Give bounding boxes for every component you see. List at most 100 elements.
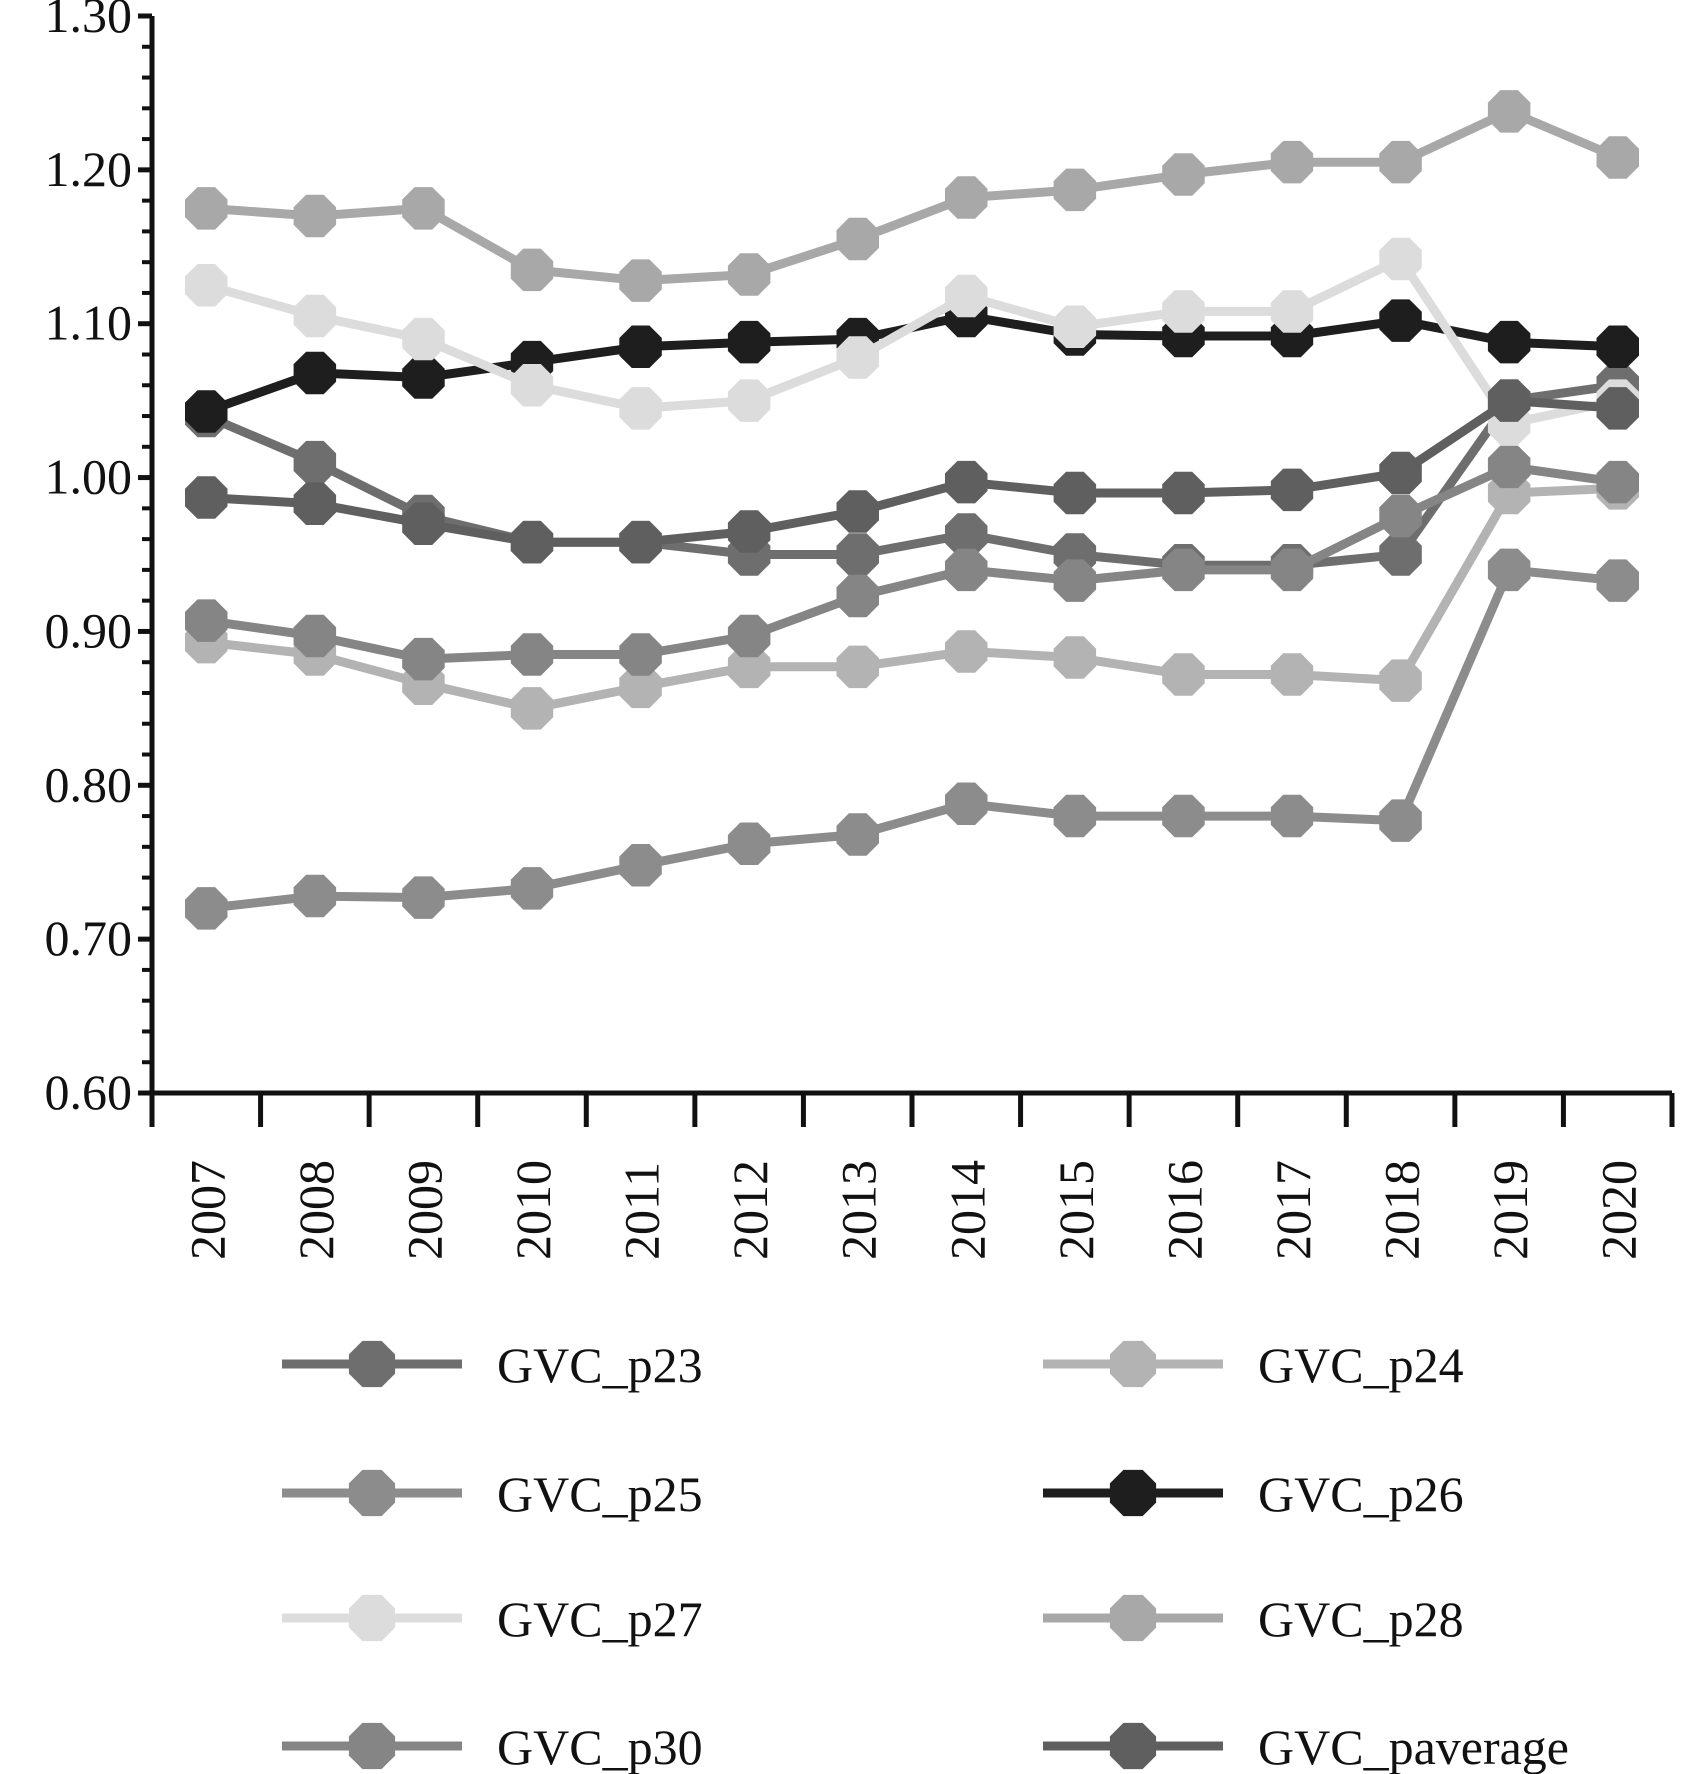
data-point [1053, 636, 1097, 679]
data-point [1162, 290, 1205, 333]
data-point [945, 630, 988, 673]
legend-item-gvc-p30: GVC_p30 [282, 1719, 703, 1774]
data-point [510, 520, 554, 564]
x-tick-label: 2012 [722, 1160, 778, 1260]
data-point [293, 440, 337, 484]
x-tick-label: 2008 [288, 1160, 344, 1260]
x-tick-label: 2013 [831, 1160, 887, 1260]
y-tick-label: 0.70 [45, 910, 133, 966]
legend-marker [348, 1469, 396, 1517]
y-tick-label: 1.00 [45, 449, 133, 505]
series-line [205, 565, 1619, 913]
data-point [945, 513, 988, 556]
data-point [619, 259, 662, 302]
data-point [836, 533, 879, 576]
legend-label: GVC_p26 [1258, 1466, 1464, 1522]
data-point [1270, 140, 1314, 184]
data-point [1487, 90, 1531, 133]
data-point [727, 320, 771, 364]
data-point [293, 874, 337, 918]
legend-item-gvc-p27: GVC_p27 [282, 1591, 703, 1647]
x-tick-label: 2007 [179, 1160, 235, 1260]
data-point [402, 317, 445, 361]
data-point [1270, 290, 1314, 333]
legend-label: GVC_p23 [497, 1337, 703, 1393]
series-gvc-paverage [185, 379, 1639, 564]
x-tick-label: 2009 [396, 1160, 452, 1260]
data-point [1596, 387, 1639, 430]
legend-item-gvc-p23: GVC_p23 [282, 1337, 703, 1393]
y-tick-label: 0.60 [45, 1064, 133, 1120]
data-point [945, 176, 988, 219]
data-point [1270, 548, 1314, 592]
data-point [836, 813, 879, 856]
data-point [510, 633, 554, 676]
data-point [619, 844, 662, 887]
x-tick-label: 2020 [1591, 1160, 1647, 1260]
data-point [402, 187, 445, 230]
legend-marker [1109, 1722, 1157, 1770]
axes: 0.60 0.70 0.80 0.90 1.00 1.10 1.20 1.30 2007 2008… [45, 0, 1675, 1260]
data-point [1270, 794, 1314, 838]
legend-label: GVC_paverage [1258, 1719, 1569, 1774]
series-gvc-p28 [185, 90, 1639, 302]
legend: GVC_p23 GVC_p24 GVC_p25 GVC_p26 GVC_p27 GVC_p… [282, 1337, 1569, 1774]
data-point [1270, 653, 1314, 696]
data-point [402, 356, 445, 399]
data-point [619, 387, 662, 430]
legend-item-gvc-paverage: GVC_paverage [1043, 1719, 1569, 1774]
data-point [1162, 471, 1205, 515]
data-point [619, 325, 662, 368]
data-point [1596, 325, 1639, 368]
data-point [945, 274, 988, 318]
data-point [727, 379, 771, 422]
data-point [1379, 494, 1422, 538]
y-tick-label: 1.10 [45, 295, 133, 351]
x-tick-label: 2016 [1156, 1160, 1212, 1260]
data-point [1162, 794, 1205, 838]
data-point [1053, 794, 1097, 838]
data-point [1596, 136, 1639, 179]
data-point [1053, 559, 1097, 602]
data-point [185, 599, 228, 642]
data-point [1379, 299, 1422, 342]
legend-item-gvc-p26: GVC_p26 [1043, 1466, 1464, 1522]
data-point [185, 390, 228, 433]
data-point [293, 294, 337, 338]
data-point [185, 476, 228, 519]
data-point [945, 460, 988, 504]
x-tick-label: 2018 [1374, 1160, 1430, 1260]
data-point [727, 822, 771, 865]
series-layer [185, 90, 1639, 930]
legend-marker [1109, 1594, 1157, 1642]
data-point [619, 665, 662, 709]
series-gvc-p26 [185, 294, 1639, 433]
data-point [1596, 559, 1639, 602]
x-tick-label: 2011 [614, 1162, 670, 1260]
data-point [1379, 237, 1422, 281]
data-point [293, 482, 337, 525]
data-point [1162, 653, 1205, 696]
data-point [510, 364, 554, 407]
data-point [293, 194, 337, 238]
legend-marker [348, 1594, 396, 1642]
data-point [185, 264, 228, 307]
data-point [402, 637, 445, 681]
data-point [185, 187, 228, 230]
data-point [1379, 659, 1422, 702]
legend-label: GVC_p25 [497, 1466, 703, 1522]
data-point [1270, 468, 1314, 512]
legend-item-gvc-p24: GVC_p24 [1043, 1337, 1464, 1393]
data-point [1053, 471, 1097, 515]
legend-label: GVC_p28 [1258, 1591, 1464, 1647]
series-gvc-p30 [185, 445, 1639, 681]
data-point [1487, 548, 1531, 592]
data-point [402, 502, 445, 545]
data-point [836, 574, 879, 618]
data-point [293, 351, 337, 395]
legend-item-gvc-p28: GVC_p28 [1043, 1591, 1464, 1647]
data-point [1379, 451, 1422, 495]
data-point [836, 490, 879, 533]
data-point [1162, 153, 1205, 196]
